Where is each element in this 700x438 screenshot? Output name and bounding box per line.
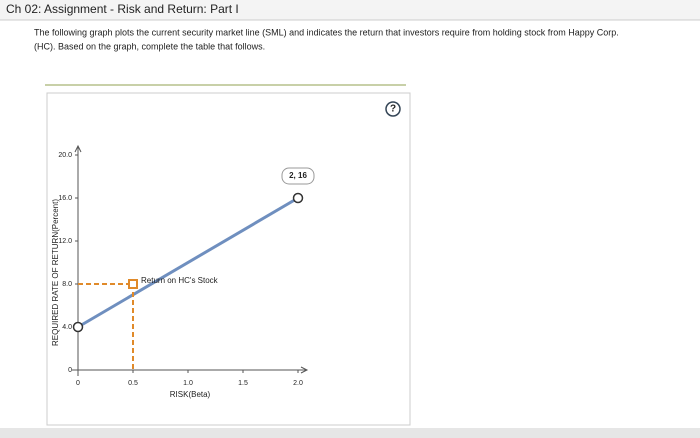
y-tick-label: 4.0 xyxy=(62,324,72,331)
y-tick-label: 16.0 xyxy=(58,195,72,202)
y-axis-label: REQUIRED RATE OF RETURN(Percent) xyxy=(51,199,60,346)
sml-endpoint xyxy=(292,192,304,204)
y-tick-label: 12.0 xyxy=(58,238,72,245)
x-tick-label: 1.0 xyxy=(183,380,193,387)
hc-annotation: Return on HC's Stock xyxy=(141,276,219,285)
title-bar xyxy=(0,0,700,20)
x-tick-label: 2.0 xyxy=(293,380,303,387)
x-tick-label: 0.5 xyxy=(128,380,138,387)
x-axis-arrow xyxy=(300,366,309,374)
help-icon-text[interactable]: ? xyxy=(390,104,396,115)
help-icon[interactable] xyxy=(385,101,401,117)
endpoint-annotation: 2, 16 xyxy=(289,171,307,180)
sml-line xyxy=(77,196,299,329)
hc-point xyxy=(128,279,138,289)
endpoint-callout xyxy=(281,167,315,185)
y-tick-label: 8.0 xyxy=(62,281,72,288)
y-axis-arrow xyxy=(74,144,82,153)
x-tick-label: 1.5 xyxy=(238,380,248,387)
page-title: Ch 02: Assignment - Risk and Return: Par… xyxy=(6,2,239,16)
bottom-band xyxy=(0,428,700,438)
x-tick-label: 0 xyxy=(76,380,80,387)
sml-endpoint xyxy=(72,321,84,333)
chart-panel xyxy=(46,92,411,426)
x-axis-label: RISK(Beta) xyxy=(170,390,211,399)
instruction-line: The following graph plots the current se… xyxy=(34,27,619,37)
y-tick-label: 0 xyxy=(68,367,72,374)
plot: 0 4.0 8.0 12.0 16.0 20.0 0 0.5 1.0 1.5 2.0 RISK(Bet… xyxy=(51,144,315,399)
instruction-line: (HC). Based on the graph, complete the t… xyxy=(34,41,265,51)
y-tick-label: 20.0 xyxy=(58,152,72,159)
